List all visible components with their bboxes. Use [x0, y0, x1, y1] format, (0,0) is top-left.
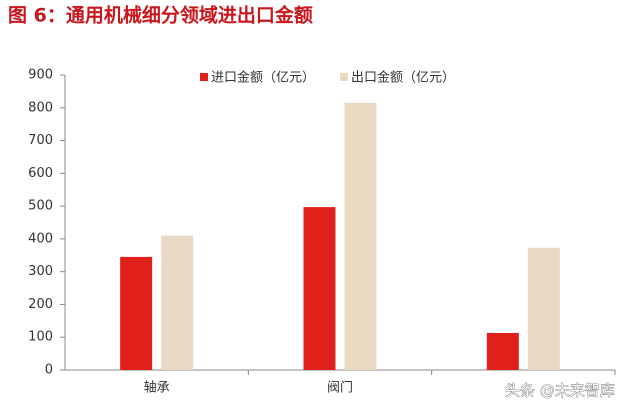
y-tick-label: 900 — [28, 68, 53, 83]
chart-title: 图 6：通用机械细分领域进出口金额 — [8, 4, 313, 27]
legend-label: 进口金额（亿元） — [211, 70, 315, 86]
y-tick-label: 500 — [28, 199, 53, 214]
y-tick-label: 600 — [28, 166, 53, 181]
y-tick-label: 0 — [45, 363, 53, 378]
y-tick-label: 800 — [28, 100, 53, 115]
watermark: 头条 @未来智库 — [505, 382, 615, 400]
y-tick-label: 700 — [28, 133, 53, 148]
y-tick-label: 100 — [28, 330, 53, 345]
bar — [527, 247, 560, 370]
legend-swatch — [340, 73, 348, 81]
legend-swatch — [200, 73, 208, 81]
bar — [486, 332, 519, 370]
y-tick-label: 300 — [28, 264, 53, 279]
x-tick-label: 轴承 — [144, 381, 170, 396]
bar — [303, 207, 336, 370]
legend-label: 出口金额（亿元） — [351, 70, 455, 86]
bar — [344, 102, 377, 370]
bar — [120, 256, 153, 370]
bar — [161, 235, 194, 370]
x-tick-label: 阀门 — [327, 381, 353, 396]
y-tick-label: 200 — [28, 297, 53, 312]
y-tick-label: 400 — [28, 231, 53, 246]
